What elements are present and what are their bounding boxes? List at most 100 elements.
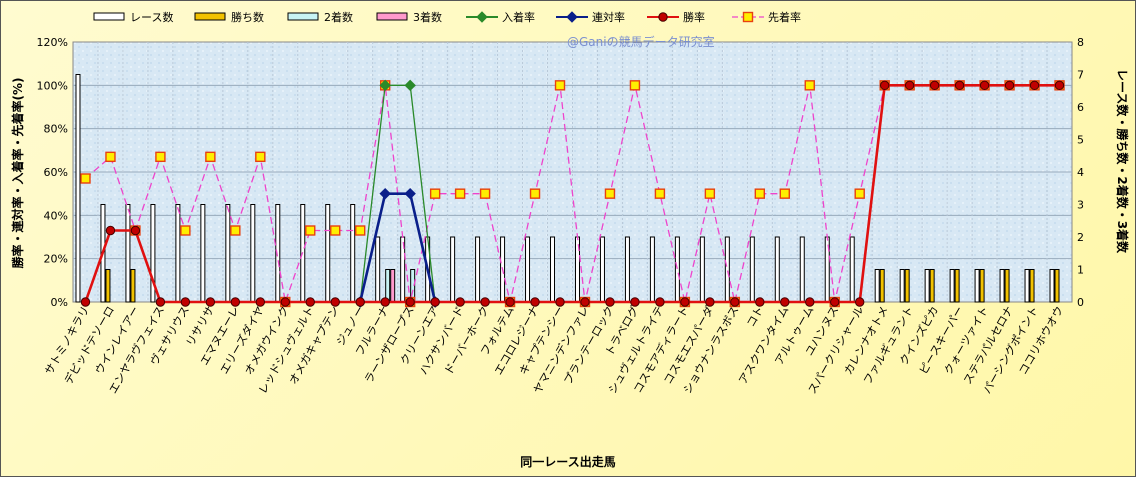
line-marker: [105, 225, 116, 236]
line-marker: [430, 297, 440, 307]
line-marker: [1029, 80, 1040, 91]
bar-2: [954, 269, 960, 303]
y-tick-label-right: 1: [1077, 264, 1084, 277]
x-axis-label: 同一レース出走馬: [520, 454, 615, 469]
bar-1: [799, 236, 805, 303]
line-marker: [929, 80, 940, 91]
bar-4: [390, 269, 396, 303]
line-marker: [754, 188, 766, 199]
line-marker: [480, 297, 490, 307]
line-marker: [1004, 80, 1015, 91]
bar-2: [904, 269, 910, 303]
line-marker: [830, 297, 840, 307]
left-axis: 0% 20% 40% 60% 80% 100% 120%: [37, 36, 68, 309]
line-marker: [255, 151, 266, 163]
line-marker: [105, 151, 116, 163]
line-marker: [479, 188, 491, 199]
y-tick-label-left: 80%: [44, 123, 68, 136]
bar-1: [525, 236, 531, 303]
line-marker: [205, 151, 216, 163]
line-marker: [230, 297, 241, 307]
bar-1: [874, 269, 880, 303]
y-tick-label-right: 7: [1077, 69, 1084, 82]
line-marker: [454, 188, 466, 199]
line-marker: [580, 297, 590, 307]
line-marker: [355, 225, 366, 236]
y-tick-label-right: 8: [1077, 36, 1084, 49]
line-marker: [505, 297, 515, 307]
legend-label: 3着数: [413, 10, 442, 24]
legend: レース数 勝ち数 2着数 3着数 入着率 連対率 勝率 先着率: [93, 10, 801, 24]
series-line: [359, 84, 436, 303]
y-tick-label-right: 4: [1077, 166, 1084, 179]
line-marker: [180, 225, 191, 236]
y-tick-label-right: 0: [1077, 296, 1084, 309]
line-marker: [854, 188, 865, 199]
line-marker: [429, 188, 441, 199]
bar-1: [475, 236, 481, 303]
legend-label: 入着率: [502, 10, 535, 24]
y-tick-label-left: 120%: [37, 36, 68, 49]
category-label: コト: [744, 304, 766, 330]
line-marker: [629, 80, 641, 91]
bar-1: [599, 236, 605, 303]
line-marker: [80, 297, 91, 307]
line-marker: [379, 187, 391, 200]
bar-3: [385, 269, 391, 303]
y-tick-label-right: 5: [1077, 134, 1084, 147]
line-marker: [205, 297, 216, 307]
line-marker: [379, 79, 391, 92]
line-marker: [530, 297, 540, 307]
line-marker: [305, 225, 316, 236]
legend-label: レース数: [130, 11, 173, 24]
bar-1: [749, 236, 755, 303]
line-marker: [80, 173, 91, 184]
line-marker: [879, 80, 890, 91]
line-marker: [704, 188, 716, 199]
bar-1: [899, 269, 905, 303]
legend-label: 先着率: [768, 10, 801, 24]
line-marker: [979, 80, 990, 91]
bar-1: [974, 269, 980, 303]
legend-label: 2着数: [324, 10, 353, 24]
line-marker: [405, 297, 415, 307]
y-tick-label-left: 100%: [37, 79, 68, 92]
line-marker: [455, 297, 465, 307]
bar-1: [649, 236, 655, 303]
lines-layer: [80, 79, 1065, 308]
line-marker: [155, 297, 166, 307]
bar-1: [200, 204, 206, 303]
line-marker: [280, 297, 290, 307]
y-axis-label-right: レース数・勝ち数・2着数・3着数: [1115, 69, 1130, 254]
line-marker: [605, 297, 615, 307]
bars-layer: [75, 74, 1060, 303]
y-tick-label-left: 60%: [44, 166, 68, 179]
line-marker: [180, 297, 191, 307]
line-marker: [355, 297, 365, 307]
bar-1: [325, 204, 331, 303]
bar-2: [979, 269, 985, 303]
bar-1: [150, 204, 156, 303]
bar-1: [924, 269, 930, 303]
bar-1: [674, 236, 680, 303]
line-marker: [1054, 80, 1065, 91]
right-axis: 0 1 2 3 4 5 6 7 8: [1077, 36, 1084, 309]
bar-1: [125, 204, 131, 303]
line-marker: [404, 79, 416, 92]
bar-2: [1029, 269, 1035, 303]
bar-1: [450, 236, 456, 303]
bar-1: [550, 236, 556, 303]
bar-2: [929, 269, 935, 303]
bar-1: [999, 269, 1005, 303]
line-marker: [630, 297, 640, 307]
bar-1: [724, 236, 730, 303]
line-marker: [555, 297, 565, 307]
bar-1: [75, 74, 81, 303]
watermark: @Ganiの競馬データ研究室: [567, 34, 715, 49]
category-axis: サトミノキラリデビッドテソーロウインレイアーエンヤラヴフェイスヴェサリウスリサリ…: [42, 304, 1066, 397]
bar-2: [1054, 269, 1060, 303]
line-marker: [604, 188, 616, 199]
line-marker: [255, 297, 266, 307]
bar-1: [250, 204, 256, 303]
